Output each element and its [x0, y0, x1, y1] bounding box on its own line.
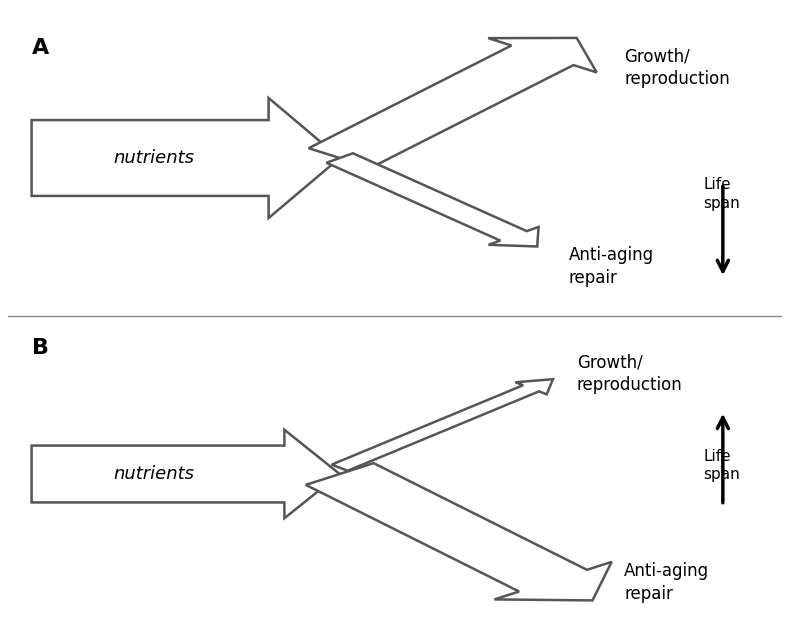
- Text: Anti-aging
repair: Anti-aging repair: [624, 562, 709, 603]
- Text: A: A: [32, 38, 49, 58]
- Polygon shape: [32, 98, 340, 218]
- Text: B: B: [32, 338, 49, 358]
- Text: nutrients: nutrients: [114, 465, 194, 483]
- Text: Life
span: Life span: [703, 449, 740, 482]
- Text: Growth/
reproduction: Growth/ reproduction: [577, 354, 683, 394]
- Polygon shape: [32, 430, 340, 518]
- Text: Anti-aging
repair: Anti-aging repair: [569, 246, 654, 287]
- Polygon shape: [332, 379, 553, 471]
- Text: Growth/
reproduction: Growth/ reproduction: [624, 47, 730, 88]
- Polygon shape: [309, 38, 596, 167]
- Polygon shape: [326, 154, 539, 246]
- Text: nutrients: nutrients: [114, 149, 194, 167]
- Text: Life
span: Life span: [703, 177, 740, 210]
- Polygon shape: [306, 463, 611, 600]
